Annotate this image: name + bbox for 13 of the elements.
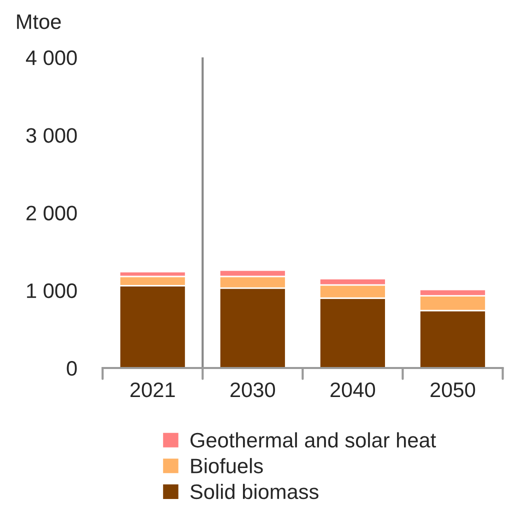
x-tick-label: 2040 <box>330 382 376 398</box>
y-tick-label: 0 <box>66 361 77 376</box>
x-tick-label: 2030 <box>230 382 276 398</box>
legend-label: Solid biomass <box>190 484 318 500</box>
y-tick-label: 1 000 <box>27 283 77 298</box>
x-tick-label: 2021 <box>130 382 175 398</box>
y-axis-title: Mtoe <box>17 14 61 30</box>
legend-label: Biofuels <box>191 458 263 474</box>
x-tick-label: 2050 <box>430 382 476 398</box>
y-tick-label: 3 000 <box>26 128 77 143</box>
y-tick-label: 2 000 <box>26 206 77 220</box>
legend-label: Geothermal and solar heat <box>190 432 436 448</box>
y-tick-label: 4 000 <box>26 50 77 66</box>
